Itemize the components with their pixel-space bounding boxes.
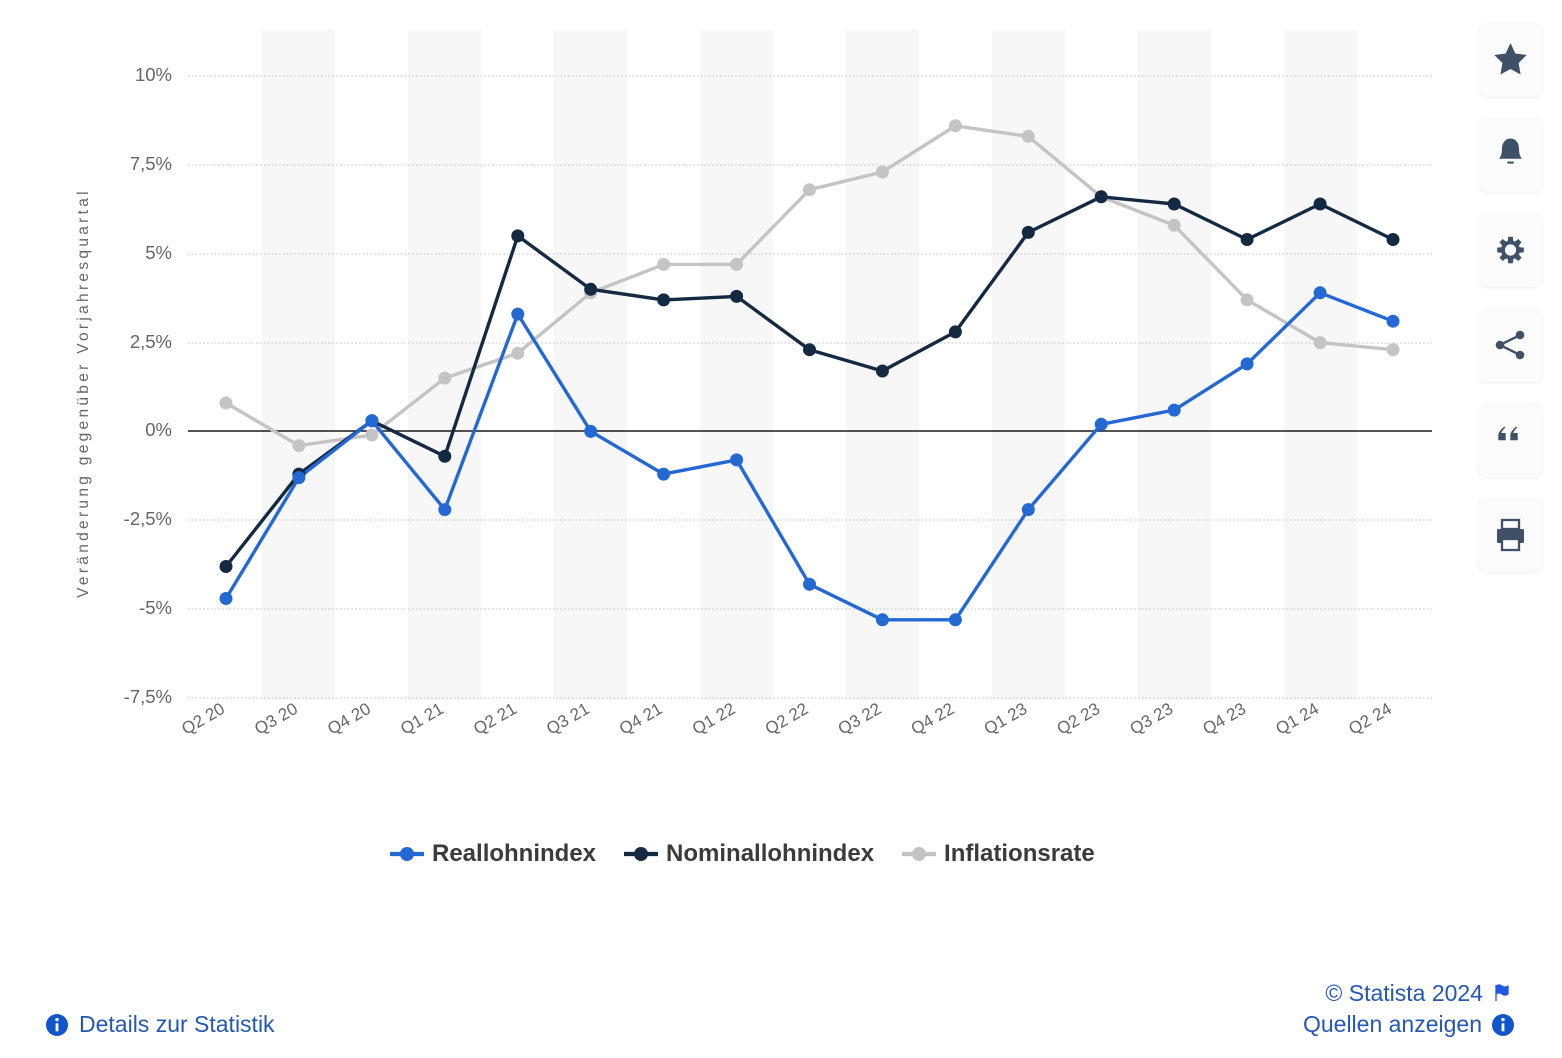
svg-text:Q1 23: Q1 23 [981,699,1031,739]
svg-text:Q2 21: Q2 21 [470,699,520,739]
svg-text:Q3 23: Q3 23 [1127,699,1177,739]
svg-text:-7,5%: -7,5% [124,686,172,707]
svg-text:-5%: -5% [139,597,172,618]
svg-text:Q2 22: Q2 22 [762,699,812,739]
svg-text:Q2 23: Q2 23 [1054,699,1104,739]
svg-text:Q3 21: Q3 21 [543,699,593,739]
svg-text:Q4 22: Q4 22 [908,699,958,739]
svg-text:-2,5%: -2,5% [124,508,172,529]
svg-text:0%: 0% [145,419,172,440]
svg-text:Q4 23: Q4 23 [1199,699,1249,739]
svg-text:Q1 24: Q1 24 [1272,699,1322,739]
svg-text:5%: 5% [145,242,172,263]
svg-text:Q1 22: Q1 22 [689,699,739,739]
svg-text:2,5%: 2,5% [130,331,172,352]
svg-text:Q1 21: Q1 21 [397,699,447,739]
svg-text:Q4 20: Q4 20 [324,699,374,739]
svg-text:7,5%: 7,5% [130,153,172,174]
svg-text:Q3 22: Q3 22 [835,699,885,739]
svg-text:10%: 10% [135,64,172,85]
svg-text:Q2 20: Q2 20 [178,699,228,739]
svg-text:Q4 21: Q4 21 [616,699,666,739]
svg-text:Q3 20: Q3 20 [251,699,301,739]
svg-text:Q2 24: Q2 24 [1345,699,1395,739]
svg-text:Veränderung gegenüber Vorjahre: Veränderung gegenüber Vorjahresquartal [75,188,92,598]
